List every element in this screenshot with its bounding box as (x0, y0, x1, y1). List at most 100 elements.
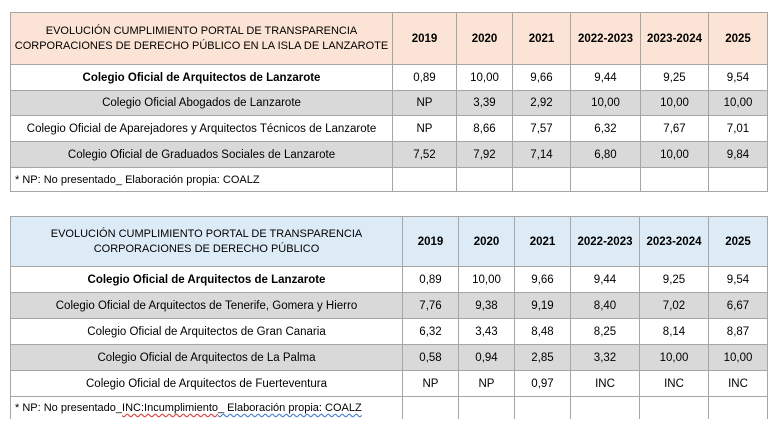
table-row: Colegio Oficial de Arquitectos de Lanzar… (10, 266, 768, 293)
cell-value: 8,87 (708, 318, 768, 345)
table-row: Colegio Oficial de Graduados Sociales de… (10, 141, 768, 168)
cell-value: INC (570, 370, 640, 397)
empty-cell (458, 396, 515, 419)
year-header: 2019 (392, 12, 457, 65)
cell-value: 3,39 (456, 90, 513, 116)
empty-cell (639, 396, 709, 419)
transparency-table-architects: EVOLUCIÓN CUMPLIMIENTO PORTAL DE TRANSPA… (10, 216, 768, 419)
cell-value: 9,54 (708, 64, 768, 91)
cell-value: 10,00 (708, 344, 768, 371)
cell-value: 7,14 (512, 141, 571, 168)
table-row: Colegio Oficial de Arquitectos de Gran C… (10, 318, 768, 345)
cell-value: 0,89 (392, 64, 457, 91)
table-note: * NP: No presentado_INC:Incumplimiento_ … (10, 396, 403, 419)
year-header: 2021 (514, 216, 571, 267)
year-header: 2021 (512, 12, 571, 65)
table-row: Colegio Oficial Abogados de Lanzarote NP… (10, 90, 768, 116)
table-title-line1: EVOLUCIÓN CUMPLIMIENTO PORTAL DE TRANSPA… (45, 24, 358, 37)
note-part-source: _ Elaboración propia: COALZ (218, 401, 362, 414)
row-name: Colegio Oficial de Graduados Sociales de… (10, 141, 393, 168)
row-name: Colegio Oficial de Arquitectos de La Pal… (10, 344, 403, 371)
empty-cell (708, 167, 768, 192)
cell-value: 6,80 (570, 141, 641, 168)
cell-value: 0,89 (402, 266, 459, 293)
cell-value: 9,44 (570, 266, 640, 293)
empty-cell (640, 167, 709, 192)
empty-cell (456, 167, 513, 192)
empty-cell (570, 167, 641, 192)
cell-value: 9,66 (514, 266, 571, 293)
cell-value: 8,48 (514, 318, 571, 345)
row-name: Colegio Oficial de Arquitectos de Fuerte… (10, 370, 403, 397)
empty-cell (402, 396, 459, 419)
cell-value: 8,25 (570, 318, 640, 345)
cell-value: 0,58 (402, 344, 459, 371)
year-header: 2022-2023 (570, 12, 641, 65)
cell-value: 0,97 (514, 370, 571, 397)
cell-value: 8,40 (570, 292, 640, 319)
table-row: Colegio Oficial de Arquitectos de Lanzar… (10, 64, 768, 91)
table-note-row: * NP: No presentado_INC:Incumplimiento_ … (10, 396, 768, 419)
table-row: Colegio Oficial de Arquitectos de La Pal… (10, 344, 768, 371)
table-row: Colegio Oficial de Arquitectos de Fuerte… (10, 370, 768, 397)
cell-value: 7,57 (512, 115, 571, 142)
cell-value: 9,38 (458, 292, 515, 319)
table-header-row: EVOLUCIÓN CUMPLIMIENTO PORTAL DE TRANSPA… (10, 216, 768, 267)
empty-cell (514, 396, 571, 419)
cell-value: 7,92 (456, 141, 513, 168)
cell-value: 7,52 (392, 141, 457, 168)
cell-value: 10,00 (708, 90, 768, 116)
cell-value: 2,85 (514, 344, 571, 371)
note-part-np: * NP: No presentado_ (15, 401, 123, 414)
cell-value: 3,32 (570, 344, 640, 371)
row-name: Colegio Oficial de Arquitectos de Lanzar… (10, 266, 403, 293)
table-title-line2: CORPORACIONES DE DERECHO PÚBLICO (93, 242, 320, 255)
cell-value: 10,00 (640, 90, 709, 116)
cell-value: 7,67 (640, 115, 709, 142)
table-title: EVOLUCIÓN CUMPLIMIENTO PORTAL DE TRANSPA… (10, 12, 393, 65)
row-name: Colegio Oficial de Arquitectos de Lanzar… (10, 64, 393, 91)
cell-value: 10,00 (458, 266, 515, 293)
cell-value: 8,66 (456, 115, 513, 142)
cell-value: 2,92 (512, 90, 571, 116)
cell-value: 9,25 (639, 266, 709, 293)
table-title: EVOLUCIÓN CUMPLIMIENTO PORTAL DE TRANSPA… (10, 216, 403, 267)
cell-value: 0,94 (458, 344, 515, 371)
cell-value: NP (392, 90, 457, 116)
cell-value: INC (708, 370, 768, 397)
cell-value: 10,00 (570, 90, 641, 116)
year-header: 2025 (708, 12, 768, 65)
cell-value: 10,00 (456, 64, 513, 91)
table-header-row: EVOLUCIÓN CUMPLIMIENTO PORTAL DE TRANSPA… (10, 12, 768, 65)
empty-cell (512, 167, 571, 192)
cell-value: 7,76 (402, 292, 459, 319)
table-row: Colegio Oficial de Arquitectos de Teneri… (10, 292, 768, 319)
cell-value: 8,14 (639, 318, 709, 345)
year-header: 2022-2023 (570, 216, 640, 267)
empty-cell (708, 396, 768, 419)
year-header: 2023-2024 (640, 12, 709, 65)
cell-value: 6,32 (402, 318, 459, 345)
cell-value: INC (639, 370, 709, 397)
table-note: * NP: No presentado_ Elaboración propia:… (10, 167, 393, 192)
row-name: Colegio Oficial Abogados de Lanzarote (10, 90, 393, 116)
cell-value: NP (458, 370, 515, 397)
year-header: 2020 (458, 216, 515, 267)
note-part-inc: INC:Incumplimiento (122, 401, 218, 414)
cell-value: 6,32 (570, 115, 641, 142)
cell-value: 10,00 (640, 141, 709, 168)
table-note-row: * NP: No presentado_ Elaboración propia:… (10, 167, 768, 192)
transparency-table-lanzarote: EVOLUCIÓN CUMPLIMIENTO PORTAL DE TRANSPA… (10, 12, 768, 192)
table-row: Colegio Oficial de Aparejadores y Arquit… (10, 115, 768, 142)
row-name: Colegio Oficial de Arquitectos de Teneri… (10, 292, 403, 319)
cell-value: 9,54 (708, 266, 768, 293)
empty-cell (392, 167, 457, 192)
cell-value: NP (392, 115, 457, 142)
year-header: 2025 (708, 216, 768, 267)
row-name: Colegio Oficial de Aparejadores y Arquit… (10, 115, 393, 142)
cell-value: 9,44 (570, 64, 641, 91)
cell-value: 9,25 (640, 64, 709, 91)
year-header: 2023-2024 (639, 216, 709, 267)
cell-value: 7,02 (639, 292, 709, 319)
cell-value: 7,01 (708, 115, 768, 142)
